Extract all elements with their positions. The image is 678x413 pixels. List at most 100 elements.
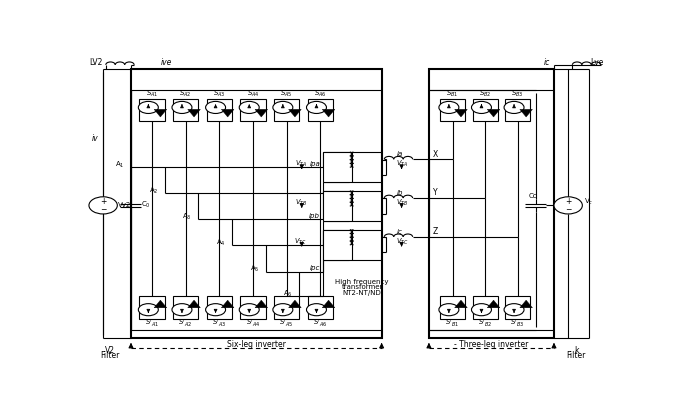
Bar <box>207 99 232 121</box>
Text: $S_{A1}$: $S_{A1}$ <box>146 88 158 99</box>
Polygon shape <box>487 109 500 117</box>
Circle shape <box>554 197 582 214</box>
Text: k: k <box>574 346 578 355</box>
Text: X: X <box>433 150 438 159</box>
Text: $S'_{B2}$: $S'_{B2}$ <box>478 318 492 329</box>
Polygon shape <box>255 300 268 308</box>
Polygon shape <box>154 300 167 308</box>
Text: $S_{B1}$: $S_{B1}$ <box>446 88 459 99</box>
Text: $S_{A3}$: $S_{A3}$ <box>213 88 226 99</box>
Circle shape <box>471 304 492 316</box>
Text: A$_2$: A$_2$ <box>148 186 158 196</box>
Polygon shape <box>255 109 268 117</box>
Bar <box>274 296 299 318</box>
Text: A$_1$: A$_1$ <box>115 159 125 170</box>
Circle shape <box>138 304 159 316</box>
Text: $S_{A4}$: $S_{A4}$ <box>247 88 259 99</box>
Circle shape <box>205 304 226 316</box>
Polygon shape <box>188 300 201 308</box>
Circle shape <box>138 102 159 114</box>
Circle shape <box>172 304 192 316</box>
Text: C$_0$: C$_0$ <box>142 200 151 211</box>
Circle shape <box>306 102 327 114</box>
Polygon shape <box>520 109 532 117</box>
Polygon shape <box>188 109 201 117</box>
Circle shape <box>273 102 293 114</box>
Text: $V_{TB}$: $V_{TB}$ <box>397 198 409 208</box>
Circle shape <box>306 304 327 316</box>
Circle shape <box>273 304 293 316</box>
Text: ipa: ipa <box>309 161 320 167</box>
Text: $V_{TB}$: $V_{TB}$ <box>295 198 307 208</box>
Text: $S'_{A5}$: $S'_{A5}$ <box>279 318 294 329</box>
Text: $V_{TC}$: $V_{TC}$ <box>397 237 409 247</box>
Text: Filter: Filter <box>566 351 586 360</box>
Bar <box>505 296 530 318</box>
Text: $S'_{A4}$: $S'_{A4}$ <box>245 318 260 329</box>
Text: $V_{TA}$: $V_{TA}$ <box>397 159 409 169</box>
Text: −: − <box>565 205 572 214</box>
Text: $S'_{B1}$: $S'_{B1}$ <box>445 318 460 329</box>
Text: $V_{TC}$: $V_{TC}$ <box>294 237 307 247</box>
Text: Lve: Lve <box>591 58 603 67</box>
Polygon shape <box>289 109 301 117</box>
Bar <box>207 296 232 318</box>
Bar <box>429 69 554 338</box>
Text: High frequency: High frequency <box>336 279 389 285</box>
Circle shape <box>239 304 259 316</box>
Text: Vv2: Vv2 <box>118 202 131 209</box>
Bar <box>131 69 382 338</box>
Text: ive: ive <box>161 58 172 67</box>
Text: iv: iv <box>92 134 98 143</box>
Bar <box>323 152 380 182</box>
Text: $S_{B2}$: $S_{B2}$ <box>479 88 492 99</box>
Text: - Three-leg inverter: - Three-leg inverter <box>454 340 529 349</box>
Polygon shape <box>154 109 167 117</box>
Polygon shape <box>455 109 467 117</box>
Text: $S'_{A3}$: $S'_{A3}$ <box>212 318 226 329</box>
Bar <box>505 99 530 121</box>
Bar <box>473 296 498 318</box>
Bar <box>308 99 333 121</box>
Text: ic: ic <box>544 58 551 67</box>
Text: $S_{A5}$: $S_{A5}$ <box>280 88 293 99</box>
Text: Filter: Filter <box>100 351 119 360</box>
Polygon shape <box>322 109 335 117</box>
Polygon shape <box>487 300 500 308</box>
Bar <box>140 99 165 121</box>
Text: V$_c$: V$_c$ <box>584 197 593 207</box>
Circle shape <box>504 102 524 114</box>
Text: $V_{TA}$: $V_{TA}$ <box>295 159 307 169</box>
Polygon shape <box>455 300 467 308</box>
Bar <box>440 296 465 318</box>
Bar <box>308 296 333 318</box>
Text: transformer: transformer <box>342 285 383 290</box>
Text: $S_{B3}$: $S_{B3}$ <box>511 88 524 99</box>
Bar <box>173 296 198 318</box>
Circle shape <box>471 102 492 114</box>
Circle shape <box>239 102 259 114</box>
Text: +: + <box>100 197 106 206</box>
Bar <box>274 99 299 121</box>
Text: ia: ia <box>397 151 403 157</box>
Text: $S_{A2}$: $S_{A2}$ <box>180 88 192 99</box>
Bar <box>323 191 380 221</box>
Polygon shape <box>289 300 301 308</box>
Text: $S_{A6}$: $S_{A6}$ <box>314 88 327 99</box>
Polygon shape <box>221 300 234 308</box>
Bar <box>173 99 198 121</box>
Circle shape <box>89 197 117 214</box>
Circle shape <box>439 304 459 316</box>
Text: A$_5$: A$_5$ <box>250 264 259 274</box>
Text: A$_6$: A$_6$ <box>283 288 293 299</box>
Text: ib: ib <box>397 190 403 196</box>
Bar <box>240 99 266 121</box>
Text: A$_3$: A$_3$ <box>182 212 192 222</box>
Text: V2: V2 <box>105 346 115 355</box>
Text: ipb: ipb <box>309 213 320 219</box>
Circle shape <box>172 102 192 114</box>
Text: Y: Y <box>433 188 437 197</box>
Text: Cc: Cc <box>529 193 537 199</box>
Text: LV2: LV2 <box>89 58 103 67</box>
Polygon shape <box>322 300 335 308</box>
